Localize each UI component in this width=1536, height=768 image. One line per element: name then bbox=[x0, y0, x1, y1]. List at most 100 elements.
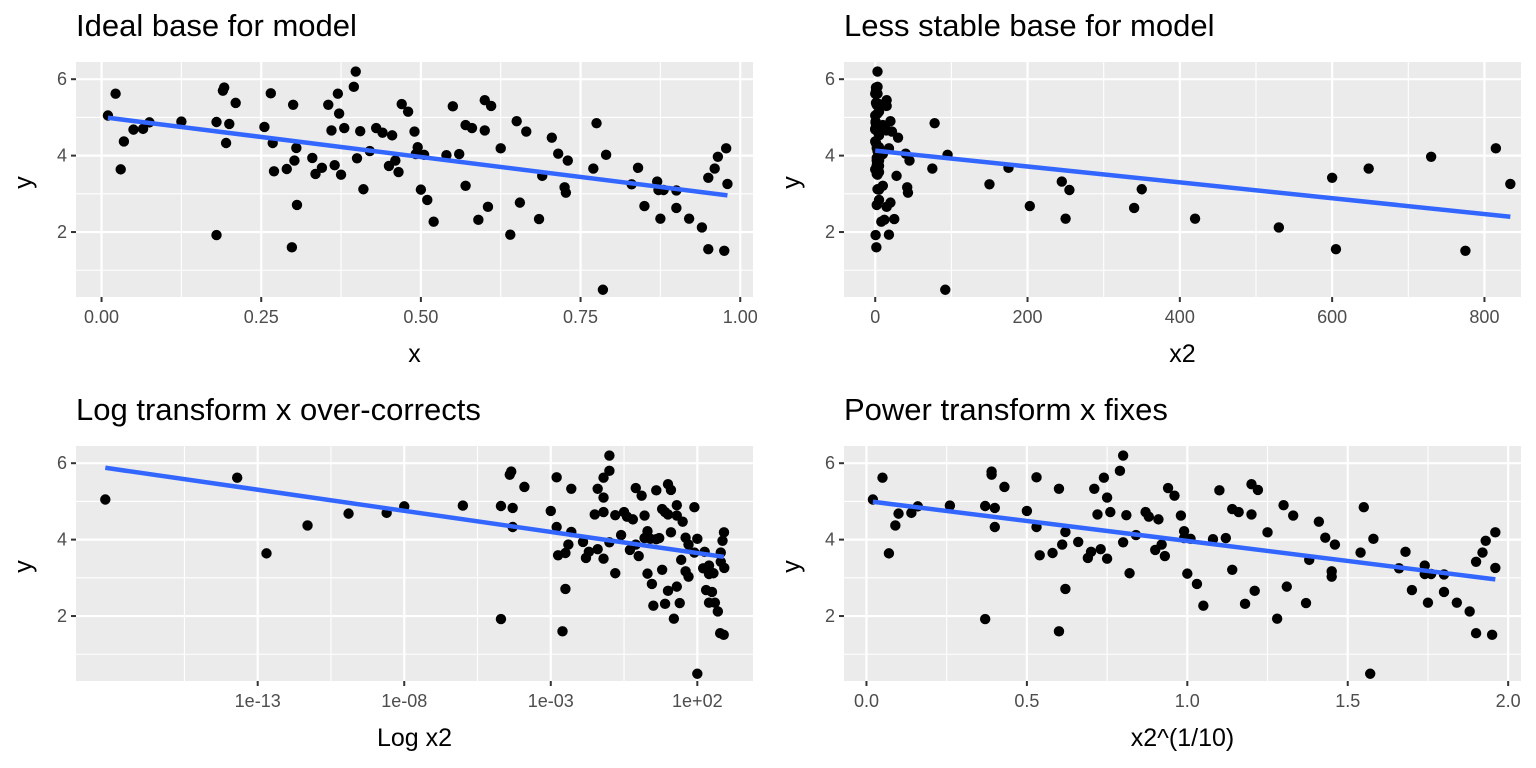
data-point bbox=[979, 500, 991, 512]
data-point bbox=[1117, 537, 1129, 548]
data-point bbox=[677, 516, 688, 527]
data-point bbox=[598, 472, 609, 483]
data-point bbox=[505, 229, 516, 240]
data-point bbox=[1105, 506, 1116, 518]
data-point bbox=[218, 82, 230, 93]
data-point bbox=[1326, 571, 1337, 582]
data-point bbox=[872, 81, 883, 93]
plot-area-ideal-base: 2 4 6 0.00 0.25 0.50 0.75 1.00 bbox=[57, 62, 758, 327]
y-axis-label: y bbox=[9, 176, 38, 189]
data-point bbox=[872, 66, 883, 77]
data-point bbox=[350, 66, 361, 77]
data-point bbox=[551, 472, 562, 483]
regression-line bbox=[874, 148, 1511, 219]
data-point bbox=[1189, 213, 1201, 224]
data-point bbox=[1477, 547, 1488, 558]
data-point bbox=[291, 142, 302, 154]
data-point bbox=[665, 527, 677, 538]
data-point bbox=[521, 126, 532, 137]
plot-background bbox=[76, 62, 753, 297]
y-tick-label: 4 bbox=[825, 530, 835, 550]
data-point bbox=[261, 548, 272, 559]
panel-log-transform: Log transform x over-corrects 2 4 6 1e-13 1e… bbox=[0, 384, 768, 768]
data-point bbox=[1060, 213, 1071, 224]
y-axis-label: y bbox=[777, 560, 806, 573]
data-point bbox=[683, 539, 694, 550]
y-tick-label: 6 bbox=[57, 453, 67, 473]
data-point bbox=[302, 520, 313, 531]
data-point bbox=[560, 187, 572, 198]
data-point bbox=[703, 244, 714, 255]
data-point bbox=[128, 124, 139, 135]
data-point bbox=[675, 554, 687, 566]
data-point bbox=[659, 598, 671, 610]
data-point bbox=[890, 520, 901, 531]
data-point bbox=[396, 98, 407, 110]
y-tick-label: 6 bbox=[825, 69, 835, 89]
data-point bbox=[211, 229, 222, 241]
data-point bbox=[428, 216, 439, 227]
plot-background bbox=[844, 446, 1521, 681]
data-point bbox=[323, 99, 334, 110]
y-tick-label: 2 bbox=[57, 606, 67, 626]
data-point bbox=[514, 197, 526, 208]
data-point bbox=[286, 242, 298, 253]
data-point bbox=[1198, 600, 1209, 611]
data-point bbox=[307, 152, 318, 164]
data-point bbox=[671, 581, 683, 592]
data-point bbox=[1089, 483, 1100, 494]
x-tick-label: 1e-03 bbox=[528, 691, 574, 711]
plot-area-less-stable-base: 2 4 6 0 200 400 600 800 bbox=[825, 62, 1521, 327]
data-point bbox=[563, 539, 574, 550]
data-point bbox=[891, 170, 902, 182]
data-point bbox=[506, 466, 517, 477]
panel-less-stable-base: Less stable base for model 2 4 6 0 200 400 600… bbox=[768, 0, 1536, 384]
data-point bbox=[415, 184, 427, 195]
data-point bbox=[546, 132, 558, 143]
data-point bbox=[717, 535, 728, 546]
data-point bbox=[1121, 509, 1132, 521]
data-point bbox=[551, 521, 562, 533]
data-point bbox=[1470, 556, 1482, 567]
data-point bbox=[1056, 176, 1067, 187]
data-point bbox=[648, 600, 659, 611]
data-point bbox=[553, 148, 564, 159]
data-point bbox=[566, 483, 577, 494]
data-point bbox=[1246, 509, 1257, 520]
data-point bbox=[348, 81, 360, 93]
data-point bbox=[604, 450, 615, 461]
chart-title: Log transform x over-corrects bbox=[76, 392, 481, 427]
data-point bbox=[883, 548, 895, 559]
data-point bbox=[662, 585, 674, 597]
data-point bbox=[671, 202, 682, 214]
data-point bbox=[1085, 546, 1097, 558]
data-point bbox=[1156, 539, 1167, 550]
data-point bbox=[412, 142, 423, 153]
data-point bbox=[720, 143, 732, 154]
data-point bbox=[592, 543, 603, 555]
data-point bbox=[1464, 606, 1475, 617]
data-point bbox=[100, 494, 111, 505]
data-point bbox=[176, 116, 187, 127]
data-point bbox=[718, 629, 729, 640]
x-tick-label: 0.75 bbox=[563, 307, 598, 327]
data-point bbox=[632, 162, 644, 174]
data-point bbox=[709, 163, 720, 174]
data-point bbox=[1114, 465, 1126, 477]
data-point bbox=[877, 180, 889, 192]
regression-line bbox=[104, 465, 725, 560]
data-point bbox=[224, 118, 235, 130]
x-tick-label: 0.0 bbox=[854, 691, 879, 711]
data-point bbox=[630, 482, 641, 494]
data-point bbox=[355, 125, 366, 137]
chart-title: Power transform x fixes bbox=[844, 392, 1168, 427]
data-point bbox=[351, 153, 363, 164]
x-tick-label: 0.00 bbox=[84, 307, 119, 327]
data-point bbox=[1490, 143, 1502, 154]
data-point bbox=[1095, 543, 1106, 555]
data-point bbox=[1281, 581, 1292, 592]
data-point bbox=[656, 564, 668, 576]
data-point bbox=[259, 121, 270, 133]
data-point bbox=[1060, 583, 1071, 595]
data-point bbox=[1330, 244, 1342, 255]
